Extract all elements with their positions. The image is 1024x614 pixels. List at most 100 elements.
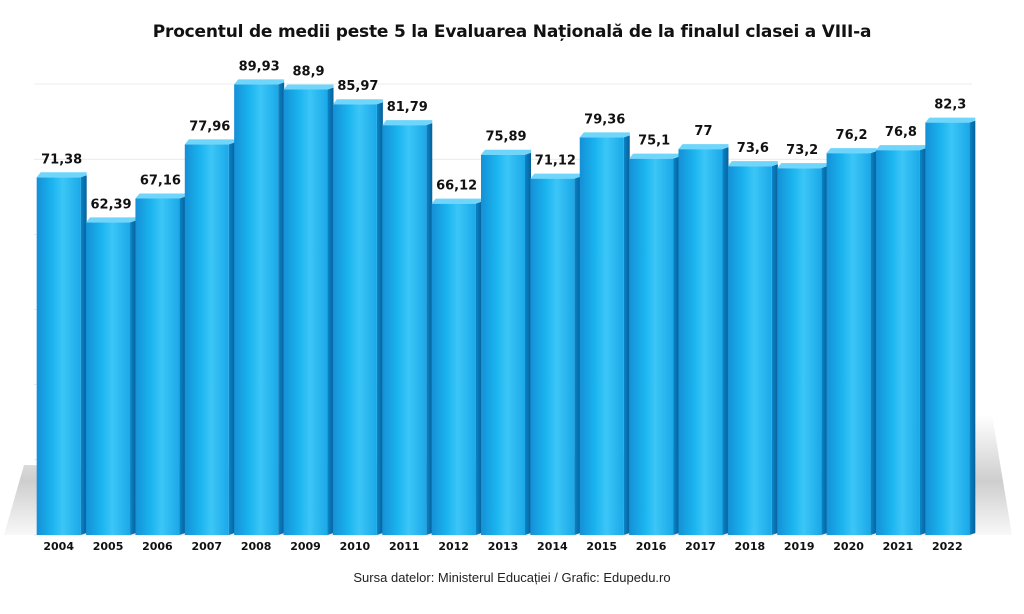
tick-label-2010: 2010 (340, 540, 371, 553)
bar-2016 (629, 153, 680, 535)
value-label-2012: 66,12 (436, 179, 477, 194)
bar-front (727, 166, 772, 535)
value-label-2004: 71,38 (41, 152, 82, 167)
bar-top (678, 144, 729, 150)
x-axis-tick-labels: 2004 2005 2006 2007 2008 2009 2010 2011 2012 2013… (43, 540, 962, 553)
bar-side (130, 220, 137, 535)
bar-side (475, 201, 482, 535)
bar-top (727, 161, 778, 167)
bar-top (332, 99, 383, 105)
bar-front (431, 203, 476, 535)
bar-top (382, 120, 433, 126)
bar-side (574, 176, 581, 535)
bar-front (86, 222, 131, 535)
bar-top (826, 148, 877, 154)
bar-side (228, 142, 235, 535)
bar-2015 (579, 132, 630, 535)
value-label-2009: 88,9 (292, 65, 324, 80)
tick-label-2017: 2017 (685, 540, 716, 553)
bar-front (481, 154, 525, 535)
bar-front (283, 89, 328, 536)
bar-2019 (777, 163, 828, 536)
tick-label-2009: 2009 (290, 540, 321, 553)
bar-top (184, 139, 235, 145)
bar-top (283, 84, 334, 90)
value-label-2005: 62,39 (90, 197, 131, 212)
tick-label-2006: 2006 (142, 540, 173, 553)
bar-front (875, 150, 920, 535)
bar-side (722, 147, 729, 535)
value-label-2022: 82,3 (934, 98, 966, 113)
bar-side (179, 196, 186, 535)
value-label-2008: 89,93 (239, 59, 280, 74)
bar-side (426, 123, 433, 535)
tick-label-2015: 2015 (586, 540, 617, 553)
tick-label-2011: 2011 (389, 540, 420, 553)
value-label-2018: 73,6 (737, 141, 769, 156)
value-label-2007: 77,96 (189, 119, 230, 134)
tick-label-2012: 2012 (438, 540, 469, 553)
bar-top (579, 132, 630, 138)
tick-label-2013: 2013 (488, 540, 519, 553)
bar-2022 (925, 117, 976, 535)
bar-side (969, 120, 976, 535)
value-label-2014: 71,12 (535, 154, 576, 169)
bar-top (629, 153, 680, 159)
bar-front (184, 144, 229, 535)
tick-label-2018: 2018 (735, 540, 766, 553)
bar-side (80, 175, 87, 535)
value-label-2019: 73,2 (786, 143, 818, 158)
bar-front (135, 198, 180, 535)
bar-2004 (36, 172, 87, 535)
bar-side (771, 164, 778, 535)
bar-2018 (727, 161, 778, 535)
bar-2011 (382, 120, 433, 535)
tick-label-2004: 2004 (43, 540, 74, 553)
bar-2009 (283, 84, 334, 536)
value-label-2016: 75,1 (638, 134, 670, 149)
tick-label-2022: 2022 (932, 540, 963, 553)
bar-front (629, 158, 674, 535)
bar-front (777, 168, 822, 536)
bar-front (678, 149, 723, 535)
tick-label-2008: 2008 (241, 540, 272, 553)
bar-side (327, 87, 334, 536)
bar-top (925, 117, 976, 123)
bar-side (623, 135, 630, 535)
source-note: Sursa datelor: Ministerul Educației / Gr… (353, 570, 671, 585)
bar-top (530, 173, 581, 179)
bar-2014 (530, 173, 581, 535)
value-label-2015: 79,36 (584, 112, 625, 127)
bar-front (826, 153, 871, 536)
tick-label-2019: 2019 (784, 540, 815, 553)
bar-side (673, 156, 680, 535)
bar-top (431, 198, 482, 204)
bar-side (870, 151, 877, 536)
bar-side (278, 82, 285, 536)
bar-2013 (481, 149, 531, 535)
value-label-2020: 76,2 (836, 128, 868, 143)
bar-side (821, 166, 828, 536)
bar-top (875, 145, 926, 151)
bar-front (36, 177, 81, 535)
value-label-2013: 75,89 (485, 130, 526, 145)
value-label-2017: 77 (694, 124, 712, 139)
tick-label-2016: 2016 (636, 540, 667, 553)
bar-top (234, 79, 285, 85)
bar-top (777, 163, 828, 169)
value-labels: 71,38 62,39 67,16 77,96 89,93 88,9 85,97 81,79 6… (41, 59, 966, 212)
value-label-2006: 67,16 (140, 173, 181, 188)
bar-front (332, 104, 377, 536)
value-label-2021: 76,8 (885, 125, 917, 140)
bar-2010 (332, 99, 383, 536)
bar-top (36, 172, 87, 178)
chart-title: Procentul de medii peste 5 la Evaluarea … (152, 22, 872, 42)
bar-2005 (86, 217, 137, 535)
bar-side (919, 148, 926, 535)
bar-2021 (875, 145, 926, 535)
bar-front (382, 125, 427, 535)
bar-2012 (431, 198, 482, 535)
bar-2007 (184, 139, 235, 535)
value-label-2010: 85,97 (337, 79, 378, 94)
